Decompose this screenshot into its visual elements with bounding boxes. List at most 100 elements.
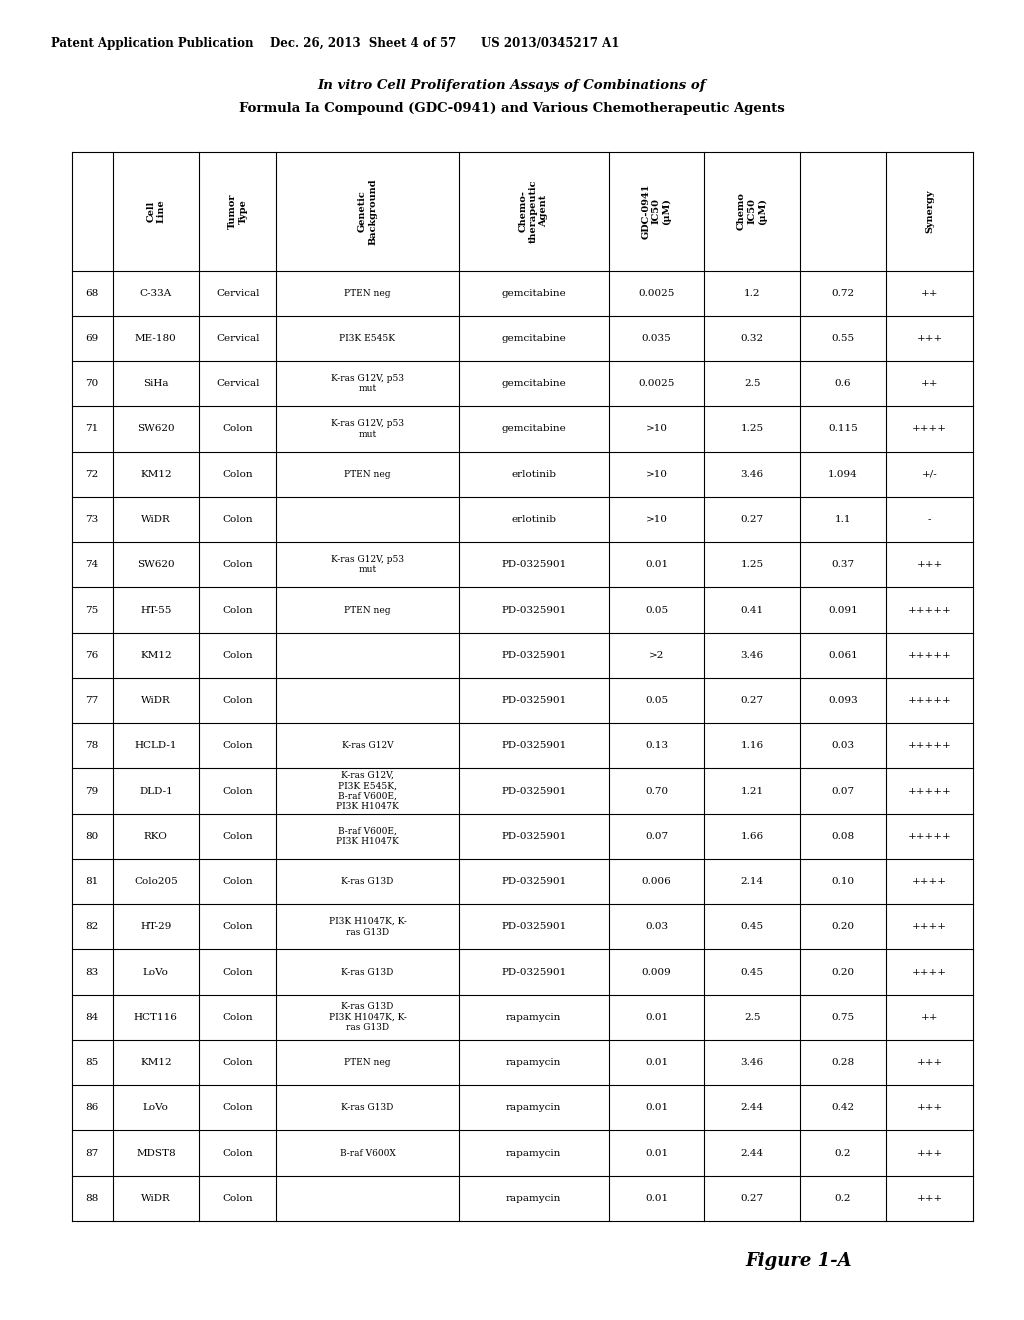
Text: 1.1: 1.1: [835, 515, 851, 524]
Text: Cervical: Cervical: [216, 379, 259, 388]
Text: K-ras G12V, p53
mut: K-ras G12V, p53 mut: [331, 374, 404, 393]
Text: 86: 86: [86, 1104, 98, 1113]
Text: Tumor
Type: Tumor Type: [228, 194, 248, 228]
Text: PD-0325901: PD-0325901: [501, 606, 566, 615]
Text: Colon: Colon: [222, 1012, 253, 1022]
Text: Formula Ia Compound (GDC-0941) and Various Chemotherapeutic Agents: Formula Ia Compound (GDC-0941) and Vario…: [240, 102, 784, 115]
Text: PD-0325901: PD-0325901: [501, 787, 566, 796]
Text: 80: 80: [86, 832, 98, 841]
Text: +++++: +++++: [907, 696, 951, 705]
Text: rapamycin: rapamycin: [506, 1104, 561, 1113]
Text: Colon: Colon: [222, 651, 253, 660]
Text: Cell
Line: Cell Line: [146, 199, 166, 223]
Text: 84: 84: [86, 1012, 98, 1022]
Text: K-ras G12V, p53
mut: K-ras G12V, p53 mut: [331, 420, 404, 438]
Text: Colon: Colon: [222, 515, 253, 524]
Text: Colon: Colon: [222, 742, 253, 750]
Text: B-raf V600X: B-raf V600X: [340, 1148, 395, 1158]
Text: PD-0325901: PD-0325901: [501, 742, 566, 750]
Text: gemcitabine: gemcitabine: [501, 289, 566, 298]
Text: C-33A: C-33A: [139, 289, 172, 298]
Text: +/-: +/-: [922, 470, 937, 479]
Text: K-ras G13D
PI3K H1047K, K-
ras G13D: K-ras G13D PI3K H1047K, K- ras G13D: [329, 1002, 407, 1032]
Text: Colon: Colon: [222, 832, 253, 841]
Text: 1.25: 1.25: [740, 425, 764, 433]
Text: 2.44: 2.44: [740, 1104, 764, 1113]
Text: 2.5: 2.5: [743, 379, 761, 388]
Text: 0.42: 0.42: [831, 1104, 855, 1113]
Text: 0.07: 0.07: [645, 832, 668, 841]
Text: erlotinib: erlotinib: [511, 470, 556, 479]
Text: 0.70: 0.70: [645, 787, 668, 796]
Text: Colon: Colon: [222, 1104, 253, 1113]
Text: 79: 79: [86, 787, 98, 796]
Text: 0.2: 0.2: [835, 1148, 851, 1158]
Text: >10: >10: [645, 470, 668, 479]
Text: 77: 77: [86, 696, 98, 705]
Text: K-ras G13D: K-ras G13D: [341, 876, 393, 886]
Text: Chemo-
therapeutic
Agent: Chemo- therapeutic Agent: [519, 180, 549, 243]
Text: 0.03: 0.03: [831, 742, 855, 750]
Text: HT-55: HT-55: [140, 606, 172, 615]
Text: 70: 70: [86, 379, 98, 388]
Text: 81: 81: [86, 876, 98, 886]
Text: 69: 69: [86, 334, 98, 343]
Text: 0.20: 0.20: [831, 968, 855, 977]
Text: 0.75: 0.75: [831, 1012, 855, 1022]
Text: KM12: KM12: [140, 470, 172, 479]
Text: 0.37: 0.37: [831, 560, 855, 569]
Text: RKO: RKO: [144, 832, 168, 841]
Text: 0.13: 0.13: [645, 742, 668, 750]
Text: PD-0325901: PD-0325901: [501, 651, 566, 660]
Text: +++: +++: [916, 334, 943, 343]
Text: >2: >2: [649, 651, 665, 660]
Text: +++++: +++++: [907, 742, 951, 750]
Text: 0.0025: 0.0025: [638, 379, 675, 388]
Text: PTEN neg: PTEN neg: [344, 1059, 391, 1067]
Text: 3.46: 3.46: [740, 470, 764, 479]
Text: 0.6: 0.6: [835, 379, 851, 388]
Text: >10: >10: [645, 425, 668, 433]
Text: LoVo: LoVo: [143, 1104, 169, 1113]
Text: gemcitabine: gemcitabine: [501, 334, 566, 343]
Text: +++: +++: [916, 1059, 943, 1067]
Text: Colo205: Colo205: [134, 876, 178, 886]
Text: 0.009: 0.009: [642, 968, 672, 977]
Text: 1.66: 1.66: [740, 832, 764, 841]
Text: 68: 68: [86, 289, 98, 298]
Text: 0.45: 0.45: [740, 968, 764, 977]
Text: 0.01: 0.01: [645, 1012, 668, 1022]
Text: Genetic
Background: Genetic Background: [357, 178, 377, 244]
Text: +++++: +++++: [907, 832, 951, 841]
Text: 1.16: 1.16: [740, 742, 764, 750]
Text: 3.46: 3.46: [740, 1059, 764, 1067]
Text: K-ras G12V,
PI3K E545K,
B-raf V600E,
PI3K H1047K: K-ras G12V, PI3K E545K, B-raf V600E, PI3…: [336, 771, 399, 812]
Text: 76: 76: [86, 651, 98, 660]
Text: 0.05: 0.05: [645, 606, 668, 615]
Text: 0.01: 0.01: [645, 560, 668, 569]
Text: 0.006: 0.006: [642, 876, 672, 886]
Text: 71: 71: [86, 425, 98, 433]
Text: Figure 1-A: Figure 1-A: [745, 1251, 852, 1270]
Text: MDST8: MDST8: [136, 1148, 176, 1158]
Text: +++++: +++++: [907, 787, 951, 796]
Text: 0.01: 0.01: [645, 1193, 668, 1203]
Text: LoVo: LoVo: [143, 968, 169, 977]
Text: PD-0325901: PD-0325901: [501, 968, 566, 977]
Text: Colon: Colon: [222, 787, 253, 796]
Text: 0.20: 0.20: [831, 923, 855, 932]
Text: 1.21: 1.21: [740, 787, 764, 796]
Text: Synergy: Synergy: [925, 190, 934, 232]
Text: ++: ++: [921, 1012, 938, 1022]
Text: 1.25: 1.25: [740, 560, 764, 569]
Text: +++: +++: [916, 1193, 943, 1203]
Text: PI3K H1047K, K-
ras G13D: PI3K H1047K, K- ras G13D: [329, 917, 407, 936]
Text: 0.45: 0.45: [740, 923, 764, 932]
Text: 82: 82: [86, 923, 98, 932]
Text: ++: ++: [921, 289, 938, 298]
Text: In vitro Cell Proliferation Assays of Combinations of: In vitro Cell Proliferation Assays of Co…: [317, 79, 707, 92]
Text: HT-29: HT-29: [140, 923, 172, 932]
Text: Colon: Colon: [222, 1193, 253, 1203]
Text: DLD-1: DLD-1: [139, 787, 173, 796]
Text: 0.01: 0.01: [645, 1104, 668, 1113]
